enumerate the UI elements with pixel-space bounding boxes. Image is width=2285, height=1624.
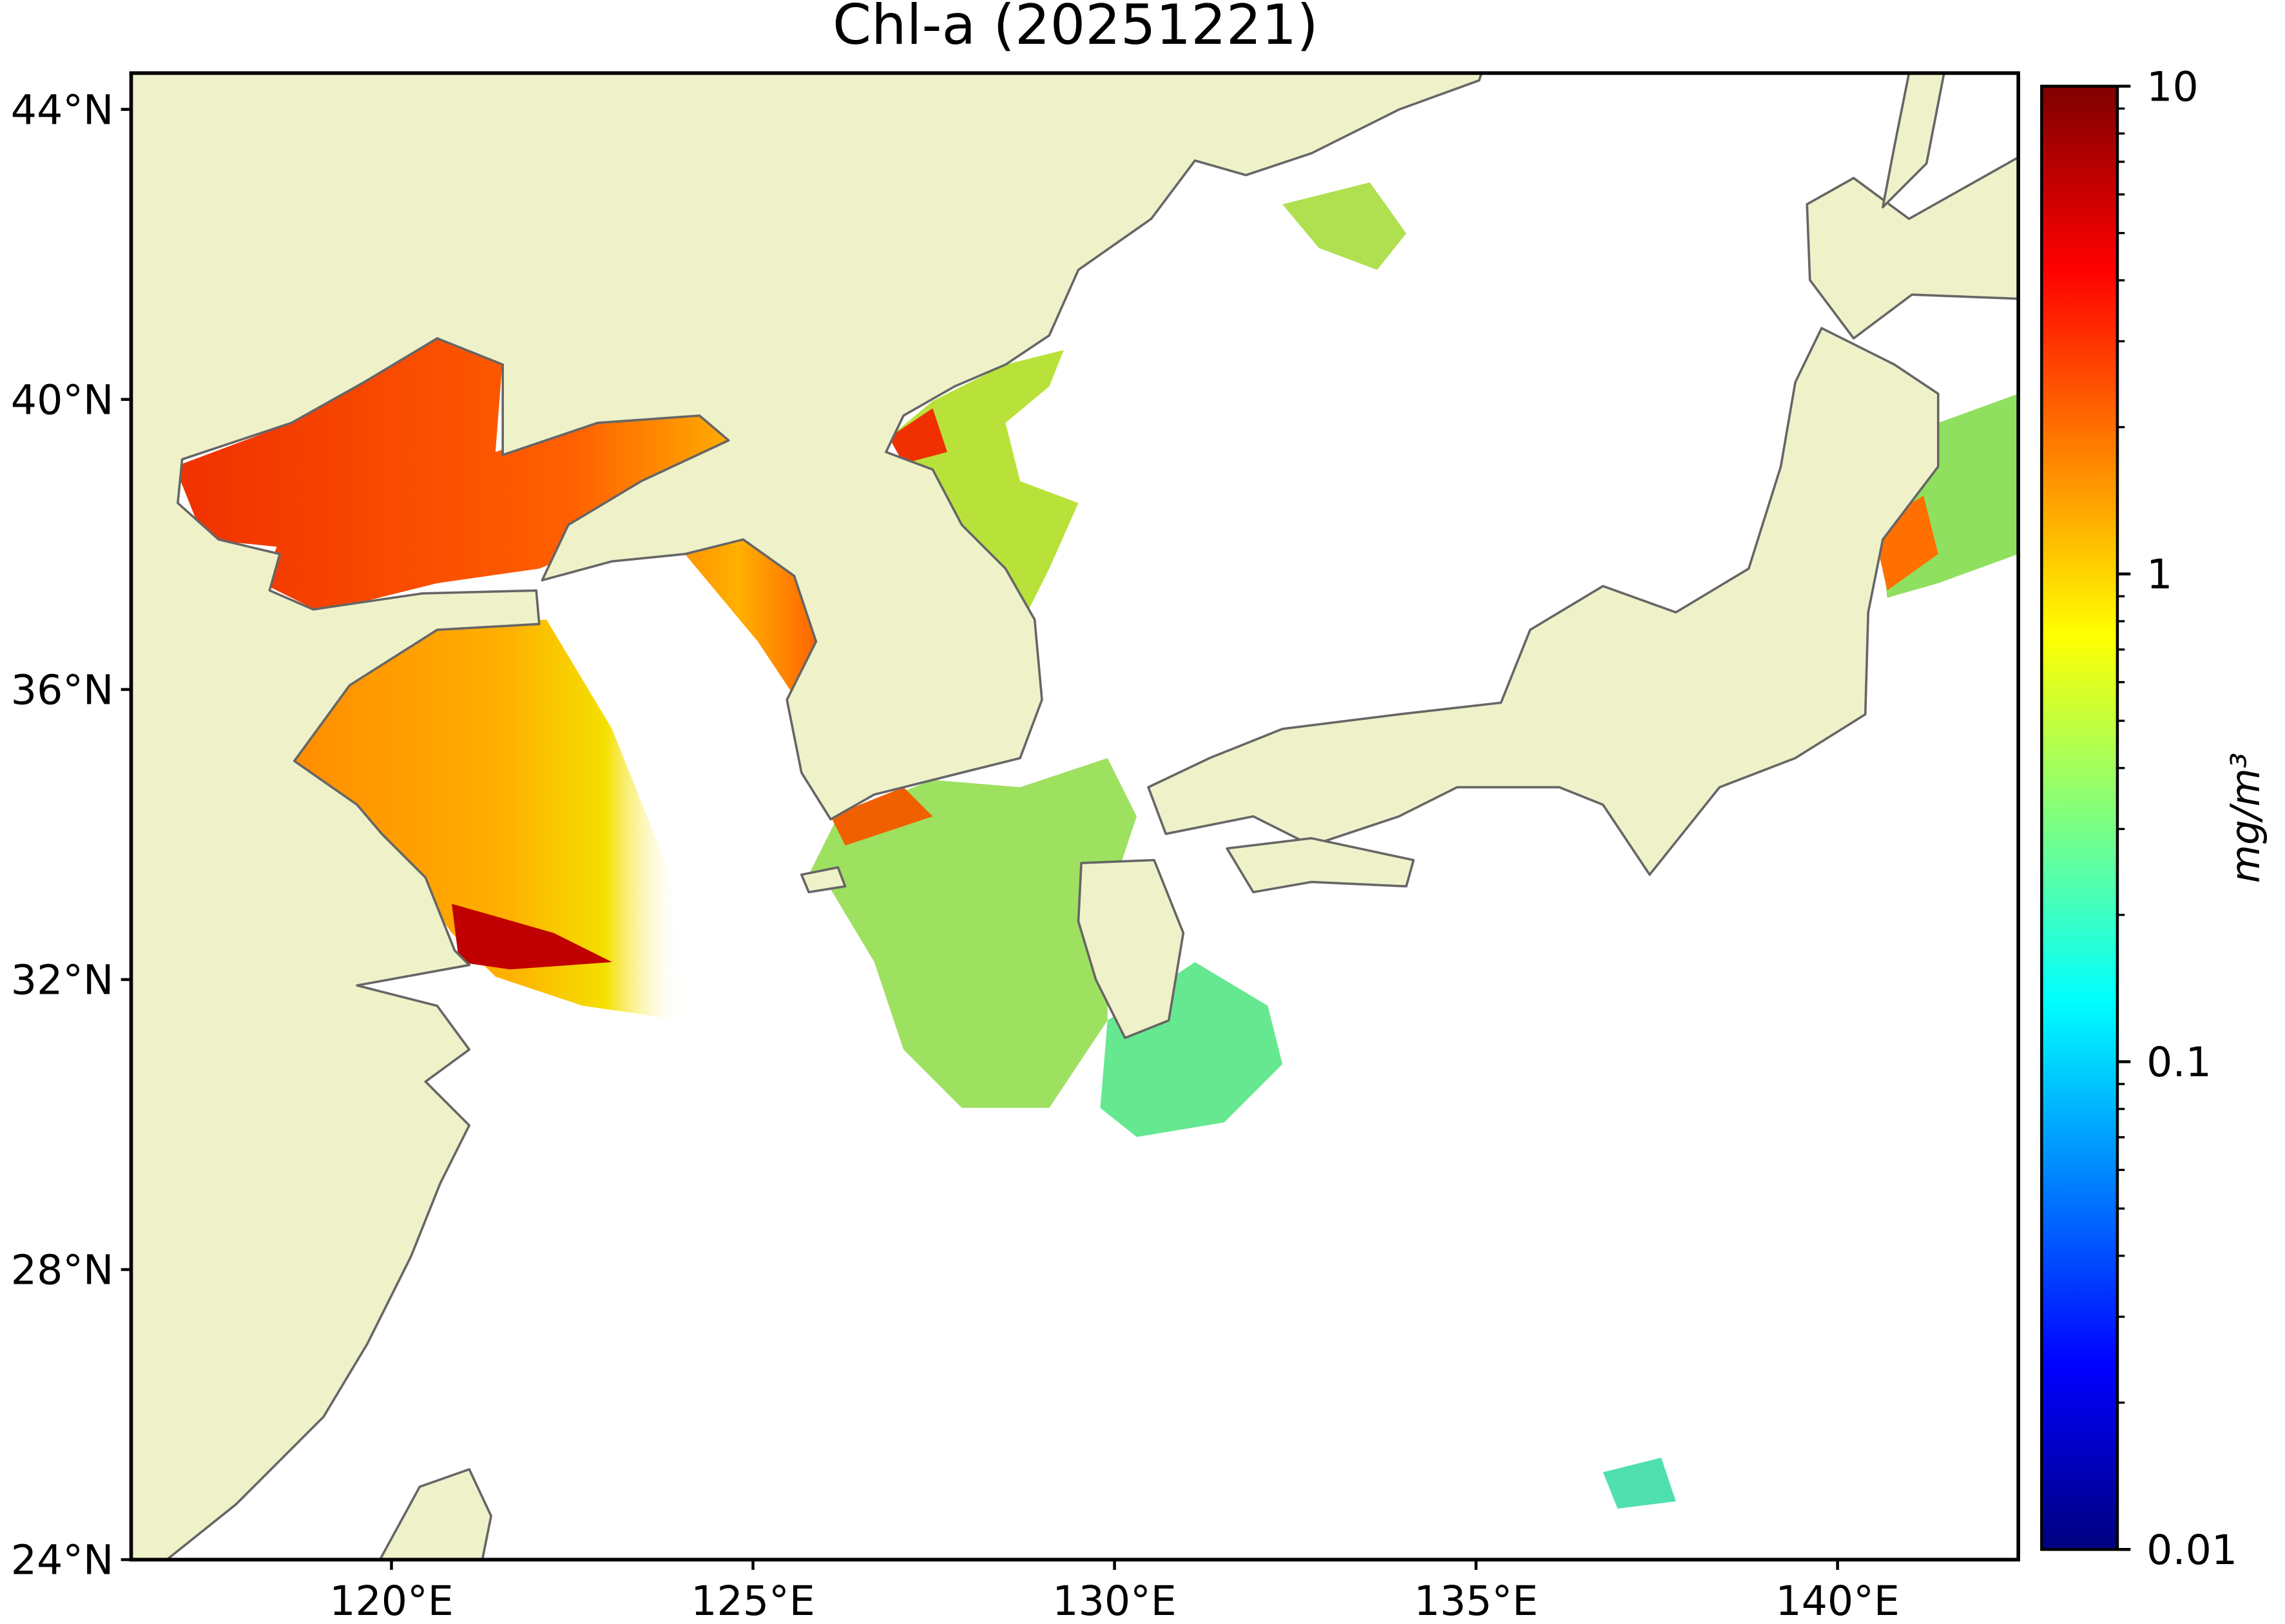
chl-tsushima [809, 758, 1137, 1108]
map-title: Chl-a (20251221) [833, 0, 1318, 57]
land-asia [131, 73, 1483, 1560]
chl-yellow-sea [291, 619, 685, 1021]
colorbar-tick-label: 1 [2146, 550, 2172, 598]
x-tick-label: 130°E [1052, 1577, 1177, 1624]
land-hokkaido [1806, 156, 2019, 340]
land-sakhalin [1882, 73, 1945, 209]
y-tick-label: 32°N [11, 956, 114, 1004]
colorbar [2040, 84, 2119, 1551]
land-shikoku [1226, 836, 1415, 894]
colorbar-label: mg/m³ [2222, 753, 2268, 884]
x-tick-label: 125°E [691, 1577, 815, 1624]
y-tick-label: 24°N [11, 1536, 114, 1584]
y-tick-label: 40°N [11, 376, 114, 423]
colorbar-tick-label: 10 [2146, 63, 2199, 110]
x-tick-label: 135°E [1414, 1577, 1538, 1624]
land-kyushu [1077, 858, 1185, 1039]
land-jeju [800, 866, 847, 894]
map-frame [129, 71, 2020, 1561]
chl-east-korea [889, 350, 1079, 613]
chl-hokkaido-west [1282, 182, 1407, 270]
x-tick-label: 140°E [1775, 1577, 1900, 1624]
colorbar-tick-label: 0.1 [2146, 1038, 2212, 1086]
y-tick-label: 44°N [11, 86, 114, 133]
chl-korea-south [831, 787, 933, 846]
y-tick-label: 36°N [11, 666, 114, 713]
map-area [131, 73, 2019, 1560]
chl-yangtze [452, 904, 612, 970]
x-tick-label: 120°E [329, 1577, 454, 1624]
chl-ryukyu [1603, 1457, 1676, 1509]
colorbar-tick-label: 0.01 [2146, 1526, 2237, 1574]
land-taiwan [378, 1468, 492, 1560]
chl-east-korea-red [889, 408, 947, 464]
chl-bohai [175, 338, 838, 730]
y-tick-label: 28°N [11, 1246, 114, 1294]
